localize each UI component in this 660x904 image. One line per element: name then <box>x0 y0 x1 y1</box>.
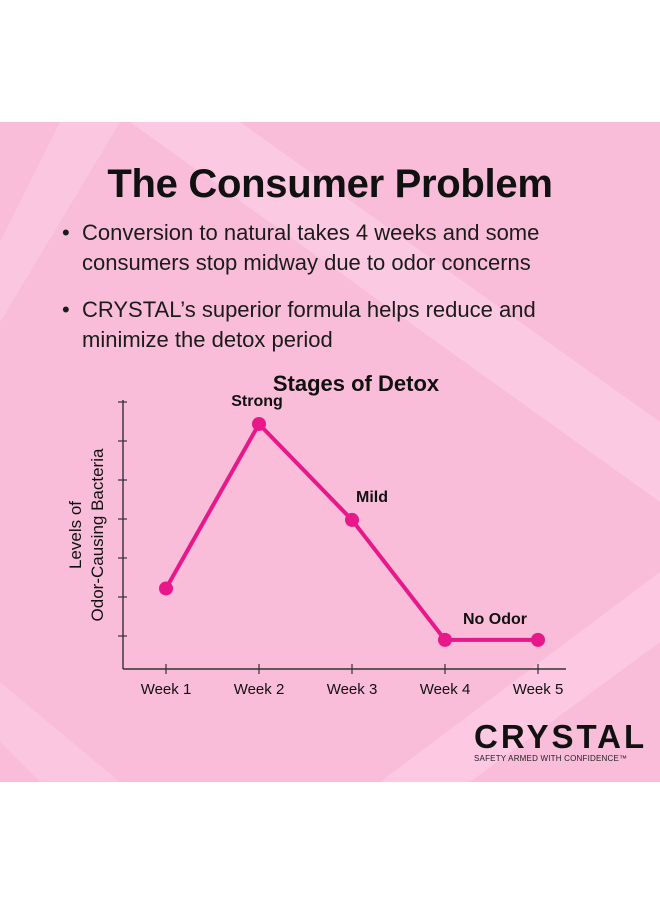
infographic-panel: The Consumer Problem • Conversion to nat… <box>0 122 660 782</box>
data-point <box>159 581 173 596</box>
line-chart: Levels of Odor-Causing Bacteria Strong Mil… <box>66 393 566 698</box>
x-tick-label: Week 2 <box>234 681 285 698</box>
data-point <box>252 416 266 431</box>
data-point <box>438 632 452 647</box>
chart-title: Stages of Detox <box>272 371 440 396</box>
page-title: The Consumer Problem <box>107 162 553 206</box>
bullet-dot: • <box>62 220 70 245</box>
data-label: Mild <box>356 489 388 506</box>
bullet-text: Conversion to natural takes 4 weeks and … <box>82 220 540 275</box>
brand-wordmark: CRYSTAL <box>474 718 648 755</box>
data-point <box>531 632 545 647</box>
bullet-text: CRYSTAL’s superior formula helps reduce … <box>82 297 536 352</box>
y-axis-label: Levels of <box>66 501 85 569</box>
data-label: No Odor <box>463 611 527 628</box>
data-label: Strong <box>231 393 283 410</box>
series-line <box>164 421 538 642</box>
x-tick-label: Week 3 <box>327 681 378 698</box>
bullet-dot: • <box>62 297 70 322</box>
y-axis-label: Odor-Causing Bacteria <box>88 448 107 621</box>
brand-logo: CRYSTAL SAFETY ARMED WITH CONFIDENCE™ <box>474 718 644 763</box>
data-point <box>345 512 359 527</box>
x-tick-label: Week 5 <box>513 681 564 698</box>
background-stripes <box>0 122 660 782</box>
x-tick-label: Week 1 <box>141 681 192 698</box>
x-tick-label: Week 4 <box>420 681 471 698</box>
brand-tagline: SAFETY ARMED WITH CONFIDENCE™ <box>474 754 628 763</box>
